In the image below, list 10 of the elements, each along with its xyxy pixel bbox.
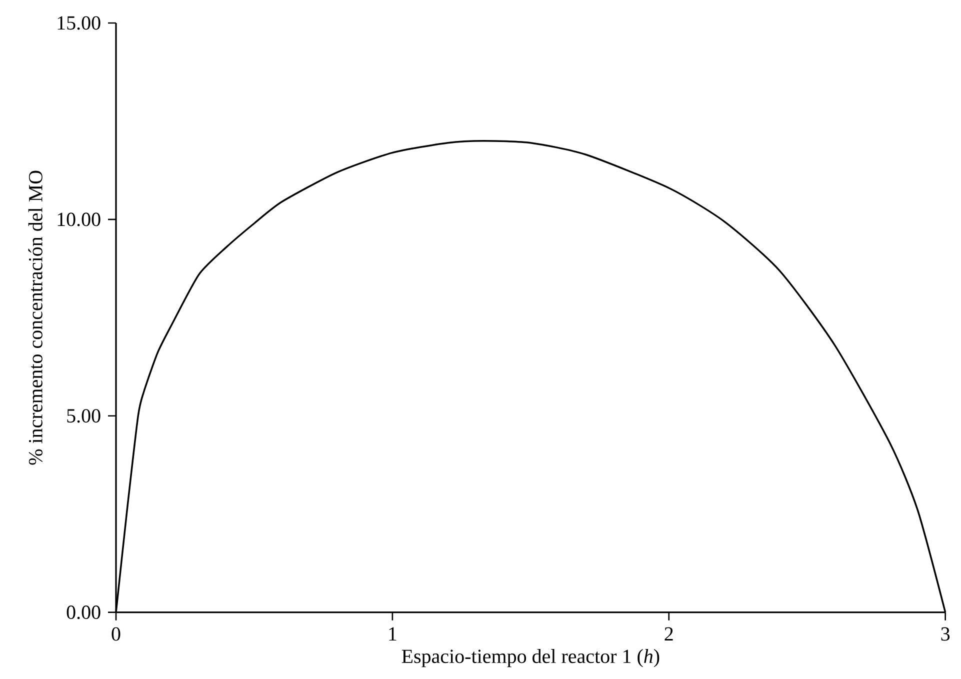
y-tick-label: 10.00: [58, 212, 100, 226]
x-tick-label: 3: [941, 627, 950, 641]
x-tick-label: 1: [389, 627, 396, 640]
x-tick-label: 2: [664, 627, 673, 641]
y-tick-label: 0.00: [66, 606, 100, 620]
x-tick-label: 0: [112, 627, 120, 641]
y-tick-label: 15.00: [58, 16, 100, 30]
y-tick-label: 5.00: [67, 409, 100, 423]
y-axis-title: % incremento concentración del MO: [28, 170, 42, 465]
x-axis-title: Espacio-tiempo del reactor 1 (h): [402, 649, 660, 668]
